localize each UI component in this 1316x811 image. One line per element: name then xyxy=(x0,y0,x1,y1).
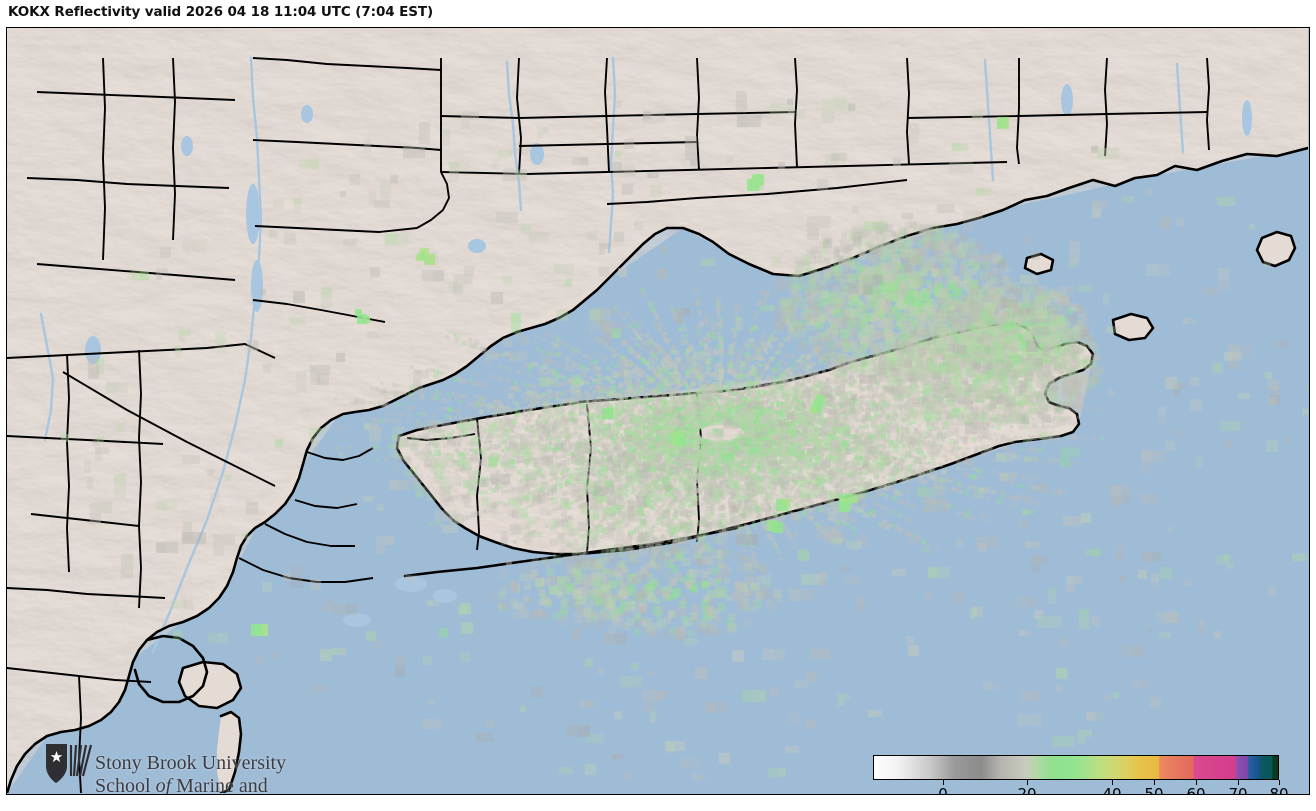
colorbar-tick xyxy=(1196,780,1197,785)
basemap xyxy=(7,28,1308,793)
lake xyxy=(251,260,263,312)
colorbar-tick-label: 70 xyxy=(1228,785,1248,795)
lake xyxy=(1061,84,1073,116)
lake xyxy=(433,589,457,603)
lake xyxy=(85,336,101,364)
colorbar-tick-label: 0 xyxy=(938,785,948,795)
map-panel[interactable]: Stony Brook University School of Marine … xyxy=(6,27,1310,795)
boundary-county xyxy=(78,675,82,793)
boundary-county xyxy=(1206,57,1210,151)
page-title: KOKX Reflectivity valid 2026 04 18 11:04… xyxy=(8,4,434,20)
lake xyxy=(1242,100,1252,136)
colorbar-gradient xyxy=(874,756,1278,779)
lake xyxy=(181,136,193,156)
colorbar-legend: 0 20 40 50 60 70 80 xyxy=(873,755,1289,795)
lake xyxy=(246,184,260,244)
lake xyxy=(301,105,313,123)
lake xyxy=(343,613,371,627)
colorbar-tick-label: 20 xyxy=(1017,785,1037,795)
colorbar-tick xyxy=(1154,780,1155,785)
boundary-county xyxy=(906,57,910,165)
lake xyxy=(468,239,486,253)
colorbar-tick-label: 50 xyxy=(1144,785,1164,795)
colorbar-tick xyxy=(1279,780,1280,785)
lake xyxy=(395,576,427,592)
boundary-county xyxy=(1104,57,1108,157)
colorbar-tick xyxy=(943,780,944,785)
title-bar: KOKX Reflectivity valid 2026 04 18 11:04… xyxy=(0,0,1316,27)
colorbar-tick-label: 80 xyxy=(1269,785,1289,795)
colorbar-tick xyxy=(1027,780,1028,785)
colorbar-tick-label: 40 xyxy=(1102,785,1122,795)
colorbar-scale xyxy=(873,755,1279,780)
colorbar-tick xyxy=(1238,780,1239,785)
colorbar-tick-label: 60 xyxy=(1186,785,1206,795)
colorbar-tick xyxy=(1112,780,1113,785)
